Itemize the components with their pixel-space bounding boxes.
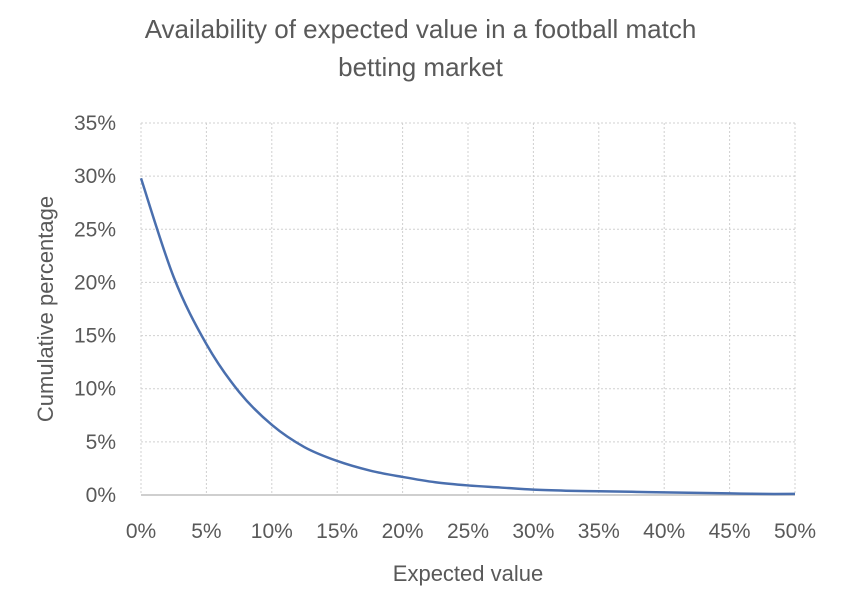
y-tick-label: 15%	[74, 325, 116, 348]
x-tick-label: 35%	[578, 520, 620, 543]
y-tick-labels: 0% 5% 10% 15% 20% 25% 30% 35%	[74, 112, 116, 507]
gridlines	[140, 122, 796, 495]
chart-title-line-1: Availability of expected value in a foot…	[144, 14, 697, 44]
y-tick-label: 5%	[86, 431, 116, 454]
x-axis-title: Expected value	[393, 561, 543, 586]
x-tick-label: 15%	[316, 520, 358, 543]
y-axis-title: Cumulative percentage	[33, 196, 58, 422]
x-tick-label: 25%	[447, 520, 489, 543]
y-tick-label: 10%	[74, 378, 116, 401]
y-tick-label: 35%	[74, 112, 116, 135]
y-tick-label: 30%	[74, 165, 116, 188]
y-tick-label: 20%	[74, 271, 116, 294]
x-tick-label: 10%	[251, 520, 293, 543]
x-tick-label: 0%	[126, 520, 156, 543]
x-tick-label: 40%	[643, 520, 685, 543]
y-tick-label: 25%	[74, 218, 116, 241]
x-tick-label: 50%	[774, 520, 816, 543]
x-tick-label: 20%	[382, 520, 424, 543]
series-line	[139, 177, 796, 496]
y-tick-label: 0%	[86, 484, 116, 507]
x-tick-label: 5%	[191, 520, 221, 543]
x-tick-labels: 0% 5% 10% 15% 20% 25% 30% 35% 40% 45% 50%	[126, 520, 816, 543]
x-tick-label: 45%	[709, 520, 751, 543]
chart-title-line-2: betting market	[338, 52, 503, 82]
x-tick-label: 30%	[512, 520, 554, 543]
